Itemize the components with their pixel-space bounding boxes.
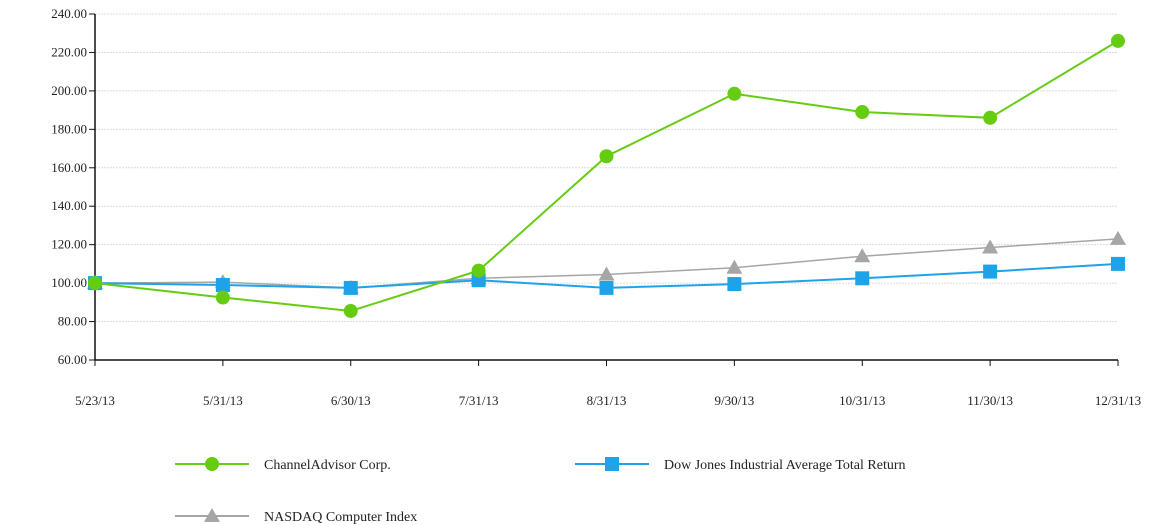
y-tick-label: 60.00 xyxy=(58,352,87,367)
data-point xyxy=(983,264,998,279)
legend-marker xyxy=(605,457,619,471)
x-tick-label: 5/31/13 xyxy=(203,393,243,408)
legend-label: NASDAQ Computer Index xyxy=(264,510,417,525)
legend-item: NASDAQ Computer Index xyxy=(175,508,417,525)
y-tick-label: 80.00 xyxy=(58,314,87,329)
data-point xyxy=(855,271,870,286)
y-axis-ticks: 60.00 80.00 100.00 120.00 140.00 160.00 180.00… xyxy=(51,6,95,367)
x-tick-label: 6/30/13 xyxy=(331,393,371,408)
x-tick-label: 8/31/13 xyxy=(587,393,627,408)
series-circle xyxy=(88,33,1125,318)
data-point xyxy=(855,105,870,120)
legend-marker xyxy=(205,457,219,471)
data-point xyxy=(88,276,102,291)
y-tick-label: 160.00 xyxy=(51,160,87,175)
data-point xyxy=(726,259,743,274)
x-tick-label: 10/31/13 xyxy=(839,393,885,408)
legend-item: Dow Jones Industrial Average Total Retur… xyxy=(575,457,906,473)
y-tick-label: 100.00 xyxy=(51,275,87,290)
legend-label: Dow Jones Industrial Average Total Retur… xyxy=(664,458,906,473)
data-point xyxy=(1111,256,1125,271)
x-tick-label: 12/31/13 xyxy=(1095,393,1141,408)
y-tick-label: 200.00 xyxy=(51,83,87,98)
data-point xyxy=(471,263,486,278)
legend-label: ChannelAdvisor Corp. xyxy=(264,458,391,473)
legend: ChannelAdvisor Corp. Dow Jones Industrial… xyxy=(175,457,906,525)
data-point xyxy=(854,248,871,263)
legend-item: ChannelAdvisor Corp. xyxy=(175,457,391,473)
data-point xyxy=(727,277,742,292)
x-tick-label: 9/30/13 xyxy=(715,393,755,408)
y-tick-label: 240.00 xyxy=(51,6,87,21)
data-point xyxy=(982,239,999,254)
data-point xyxy=(471,273,486,288)
data-point xyxy=(215,278,230,293)
data-point xyxy=(599,280,614,295)
data-point xyxy=(1110,230,1126,245)
data-point xyxy=(983,110,998,125)
data-point xyxy=(215,290,230,305)
x-tick-label: 7/31/13 xyxy=(459,393,499,408)
data-point xyxy=(727,86,742,101)
y-tick-label: 180.00 xyxy=(51,121,87,136)
series-line xyxy=(94,238,1119,289)
x-tick-label: 11/30/13 xyxy=(967,393,1013,408)
series-group xyxy=(87,33,1126,318)
axes xyxy=(94,14,1118,361)
data-point xyxy=(599,149,614,164)
x-axis-ticks: 5/23/13 5/31/13 6/30/13 7/31/13 8/31/13 9/30/… xyxy=(75,360,1141,408)
data-point xyxy=(1111,33,1125,48)
x-tick-label: 5/23/13 xyxy=(75,393,115,408)
legend-marker xyxy=(204,508,220,522)
data-point xyxy=(343,280,358,295)
y-tick-label: 220.00 xyxy=(51,44,87,59)
data-point xyxy=(598,266,615,281)
data-point xyxy=(343,303,358,318)
y-tick-label: 140.00 xyxy=(51,198,87,213)
y-tick-label: 120.00 xyxy=(51,237,87,252)
